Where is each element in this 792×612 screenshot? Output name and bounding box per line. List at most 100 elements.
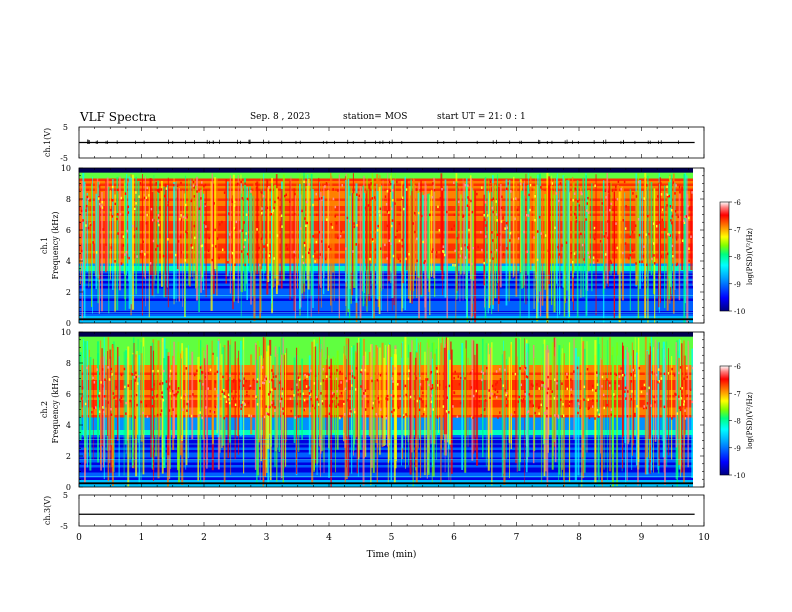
spectrogram-speck xyxy=(422,413,425,416)
spectrogram-speck xyxy=(570,393,573,397)
spectrogram-burst xyxy=(318,337,321,447)
spectrogram-speck xyxy=(570,378,572,381)
spectrogram-line xyxy=(79,459,693,460)
spectrogram-speck xyxy=(504,389,507,392)
spectrogram-speck xyxy=(632,192,634,195)
spectrogram-burst xyxy=(212,183,215,294)
spectrogram-burst xyxy=(227,340,230,459)
spectrogram-band xyxy=(79,447,693,450)
spectrogram-speck xyxy=(490,250,492,254)
spectrogram-speck xyxy=(485,224,487,227)
spectrogram-speck xyxy=(182,215,185,219)
spectrogram-speck xyxy=(101,384,104,388)
spectrogram-burst xyxy=(610,182,612,276)
spectrogram-speck xyxy=(474,233,476,236)
spectrogram-speck xyxy=(165,187,168,190)
spectrogram-burst xyxy=(237,175,239,304)
spectrogram-speck xyxy=(676,262,678,266)
spectrogram-speck xyxy=(454,264,456,267)
spectrogram-speck xyxy=(491,206,494,210)
spectrogram-speck xyxy=(272,375,275,379)
spectrogram-speck xyxy=(238,378,240,382)
spectrogram-speck xyxy=(597,415,600,418)
spectrogram-burst xyxy=(405,179,408,271)
spectrogram-speck xyxy=(640,390,643,394)
spectrogram-burst xyxy=(631,355,633,470)
spectrogram-speck xyxy=(675,393,677,396)
spectrogram-speck xyxy=(269,252,271,256)
spectrogram-speck xyxy=(245,379,247,383)
spectrogram-speck xyxy=(98,394,100,398)
spectrogram-speck xyxy=(529,183,532,187)
spectrogram-speck xyxy=(418,211,420,215)
spectrogram-burst xyxy=(393,184,395,306)
spectrogram-burst xyxy=(532,344,535,464)
spectrogram-speck xyxy=(648,386,650,390)
spectrogram-speck xyxy=(151,404,154,408)
spectrogram-speck xyxy=(246,393,248,397)
spectrogram-speck xyxy=(229,374,231,378)
spectrogram-burst xyxy=(459,194,462,275)
spectrogram-speck xyxy=(683,403,685,406)
spectrogram-speck xyxy=(246,197,249,201)
spectrogram-burst xyxy=(351,347,353,474)
spectrogram-speck xyxy=(484,399,487,402)
spectrogram-burst xyxy=(672,173,675,314)
spectrogram-speck xyxy=(314,260,316,263)
spectrogram-speck xyxy=(374,248,377,252)
spectrogram-speck xyxy=(437,205,439,209)
spectrogram-speck xyxy=(315,240,318,244)
spectrogram-speck xyxy=(367,400,369,404)
spectrogram-speck xyxy=(258,246,260,250)
spectrogram-speck xyxy=(454,370,456,374)
spectrogram-speck xyxy=(603,393,605,397)
spectrogram-speck xyxy=(242,384,245,387)
spectrogram-speck xyxy=(180,214,182,217)
spectrogram-speck xyxy=(401,196,404,199)
x-tick-label: 9 xyxy=(639,533,645,543)
spectrogram-speck xyxy=(570,251,572,255)
y-axis-label: ch.3(V) xyxy=(43,496,52,525)
spectrogram-burst xyxy=(526,184,530,275)
spectrogram-band xyxy=(79,283,693,286)
spectrogram-speck xyxy=(334,205,337,209)
spectrogram-speck xyxy=(494,388,497,391)
spectrogram-speck xyxy=(308,183,310,186)
spectrogram-burst xyxy=(333,187,335,302)
spectrogram-speck xyxy=(191,246,194,249)
spectrogram-speck xyxy=(354,388,357,391)
spectrogram-speck xyxy=(339,370,341,374)
spectrogram-speck xyxy=(351,375,354,378)
spectrogram-speck xyxy=(681,390,683,393)
spectrogram-burst xyxy=(533,186,535,309)
spectrogram-speck xyxy=(416,399,419,403)
spectrogram-speck xyxy=(406,203,408,207)
spectrogram-speck xyxy=(488,389,490,392)
spectrogram-burst xyxy=(538,186,540,303)
spectrogram-speck xyxy=(303,241,306,245)
spectrogram-speck xyxy=(353,376,356,380)
spectrogram-speck xyxy=(107,366,109,369)
spectrogram-band xyxy=(79,462,693,465)
spectrogram-burst xyxy=(535,176,537,290)
spectrogram-speck xyxy=(460,247,463,250)
spectrogram-speck xyxy=(596,383,599,386)
spectrogram-burst xyxy=(200,189,202,293)
spectrogram-burst xyxy=(470,177,472,322)
spectrogram-speck xyxy=(386,398,389,401)
spectrogram-burst xyxy=(270,190,272,304)
spectrogram-speck xyxy=(349,219,351,223)
spectrogram-burst xyxy=(611,346,614,487)
spectrogram-speck xyxy=(482,372,485,375)
spectrogram-speck xyxy=(672,255,674,258)
spectrogram-speck xyxy=(252,378,255,381)
colorbar-tick-label: -9 xyxy=(734,445,741,453)
spectrogram-speck xyxy=(110,208,112,212)
spectrogram-speck xyxy=(645,233,647,236)
spectrogram-speck xyxy=(102,410,105,413)
spectrogram-speck xyxy=(214,228,216,232)
date-label: Sep. 8 , 2023 xyxy=(250,112,311,122)
spectrogram-speck xyxy=(556,382,558,385)
spectrogram-burst xyxy=(678,193,681,301)
spectrogram-speck xyxy=(328,366,331,370)
